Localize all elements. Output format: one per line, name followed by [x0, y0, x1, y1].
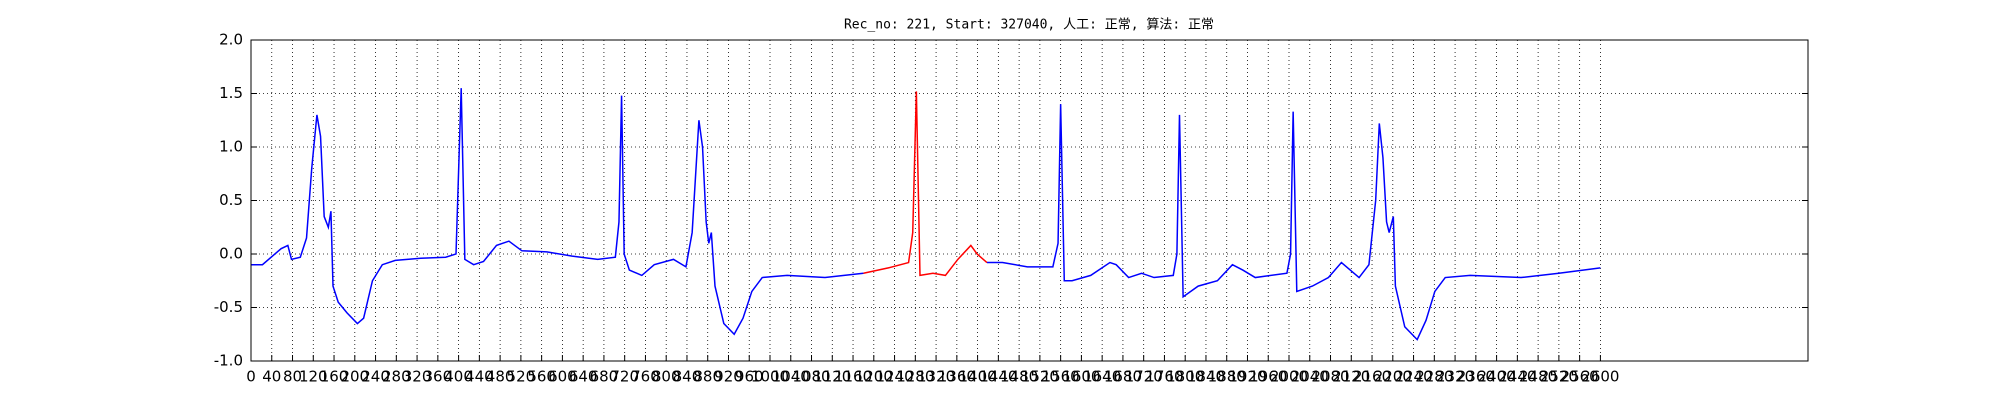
x-tick-label: 1520 — [1021, 368, 1059, 386]
ecg-line — [251, 88, 1601, 341]
x-tick-label: 1160 — [834, 368, 872, 386]
x-tick-label: 1120 — [813, 368, 851, 386]
x-tick-label: 2120 — [1332, 368, 1370, 386]
x-tick-label: 1840 — [1187, 368, 1225, 386]
x-tick-label: 800 — [652, 368, 681, 386]
x-tick-label: 1440 — [979, 368, 1017, 386]
chart-title: Rec_no: 221, Start: 327040, 人工: 正常, 算法: … — [844, 18, 1214, 33]
x-tick-label: 1960 — [1249, 368, 1287, 386]
y-tick-label: 0.0 — [219, 245, 243, 263]
x-tick-label: 360 — [424, 368, 453, 386]
x-tick-label: 2040 — [1291, 368, 1329, 386]
x-tick-label: 200 — [340, 368, 369, 386]
x-tick-label: 2280 — [1415, 368, 1453, 386]
x-tick-label: 1040 — [772, 368, 810, 386]
x-tick-label: 1760 — [1145, 368, 1183, 386]
x-tick-label: 1640 — [1083, 368, 1121, 386]
x-tick-label: 1720 — [1125, 368, 1163, 386]
x-tick-label: 1360 — [938, 368, 976, 386]
x-tick-label: 2360 — [1457, 368, 1495, 386]
plot-frame — [250, 39, 1809, 362]
x-tick-label: 760 — [631, 368, 660, 386]
x-tick-label: 120 — [299, 368, 328, 386]
x-tick-label: 2160 — [1353, 368, 1391, 386]
y-tick-label: -0.5 — [214, 298, 243, 316]
x-tick-label: 720 — [610, 368, 639, 386]
x-tick-label: 2240 — [1394, 368, 1432, 386]
x-tick-label: 400 — [444, 368, 473, 386]
x-tick-label: 560 — [527, 368, 556, 386]
x-tick-label: 2600 — [1581, 368, 1619, 386]
x-tick-label: 480 — [486, 368, 515, 386]
x-tick-label: 880 — [693, 368, 722, 386]
y-tick-label: -1.0 — [214, 352, 243, 370]
x-tick-label: 1400 — [959, 368, 997, 386]
x-tick-label: 2440 — [1498, 368, 1536, 386]
x-tick-label: 2080 — [1311, 368, 1349, 386]
x-tick-label: 40 — [262, 368, 281, 386]
x-tick-label: 2400 — [1478, 368, 1516, 386]
x-tick-label: 640 — [569, 368, 598, 386]
x-tick-label: 2480 — [1519, 368, 1557, 386]
x-tick-label: 1320 — [917, 368, 955, 386]
x-tick-label: 2000 — [1270, 368, 1308, 386]
x-tick-label: 1600 — [1062, 368, 1100, 386]
x-tick-label: 600 — [548, 368, 577, 386]
x-tick-label: 1800 — [1166, 368, 1204, 386]
x-tick-label: 2560 — [1561, 368, 1599, 386]
y-tick-label: 0.5 — [219, 191, 243, 209]
x-tick-label: 1480 — [1000, 368, 1038, 386]
x-tick-label: 320 — [403, 368, 432, 386]
x-tick-label: 680 — [590, 368, 619, 386]
x-tick-label: 1080 — [792, 368, 830, 386]
x-tick-label: 2520 — [1540, 368, 1578, 386]
x-tick-label: 920 — [714, 368, 743, 386]
x-tick-label: 520 — [507, 368, 536, 386]
x-tick-label: 1560 — [1042, 368, 1080, 386]
ecg-line — [863, 91, 988, 277]
x-tick-label: 440 — [465, 368, 494, 386]
x-tick-label: 2320 — [1436, 368, 1474, 386]
x-tick-label: 960 — [735, 368, 764, 386]
x-tick-label: 1000 — [751, 368, 789, 386]
x-tick-label: 0 — [246, 368, 256, 386]
x-tick-label: 240 — [361, 368, 390, 386]
y-tick-label: 1.5 — [219, 84, 243, 102]
x-tick-label: 1280 — [896, 368, 934, 386]
x-tick-label: 160 — [320, 368, 349, 386]
x-tick-label: 1880 — [1208, 368, 1246, 386]
x-tick-label: 1680 — [1104, 368, 1142, 386]
x-tick-label: 1200 — [855, 368, 893, 386]
y-tick-label: 2.0 — [219, 31, 243, 49]
x-tick-label: 80 — [283, 368, 302, 386]
x-tick-label: 2200 — [1374, 368, 1412, 386]
y-tick-label: 1.0 — [219, 138, 243, 156]
x-tick-label: 1240 — [875, 368, 913, 386]
x-tick-label: 1920 — [1228, 368, 1266, 386]
x-tick-label: 280 — [382, 368, 411, 386]
x-tick-label: 840 — [673, 368, 702, 386]
